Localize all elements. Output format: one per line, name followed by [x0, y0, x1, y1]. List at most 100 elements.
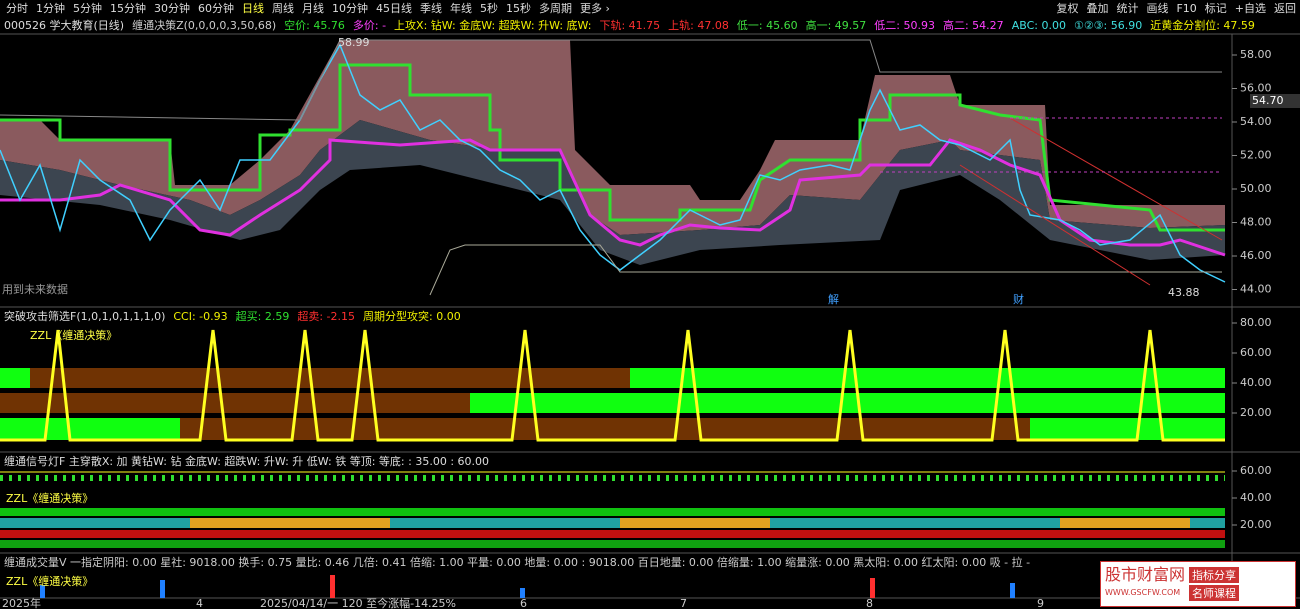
pane-sub: ZZL《缠通决策》	[6, 492, 94, 505]
marker: 解	[828, 292, 839, 306]
pane4-sub: ZZL《缠通决策》	[6, 573, 93, 589]
tool-bar: 复权 叠加 统计 画线 F10 标记 +自选 返回	[1056, 0, 1296, 16]
info-line: 000526 学大教育(日线) 缠通决策Z(0,0,0,0,3,50,68) 空…	[4, 17, 1255, 33]
trend-line	[959, 164, 1151, 286]
period-button[interactable]: 年线	[450, 2, 472, 15]
y-tick-label: 56.00	[1240, 82, 1272, 95]
pane2-header: 突破攻击筛选F(1,0,1,0,1,1,1,0) CCI: -0.93 超买: 2.…	[4, 309, 461, 324]
field: CCI: -0.93	[173, 309, 228, 323]
date-label: 2025/04/14/一 120 至今涨幅-14.25%	[260, 596, 456, 609]
pane-sub: ZZL《缠通决策》	[6, 575, 94, 588]
y-tick-label: 40.00	[1240, 376, 1272, 389]
tool-button[interactable]: 返回	[1274, 2, 1296, 15]
period-button[interactable]: 15分钟	[110, 2, 146, 15]
y-tick-label: 44.00	[1240, 283, 1272, 296]
y-tick-label: 40.00	[1240, 491, 1272, 504]
date-label: 4	[196, 597, 203, 609]
y-tick-label: 46.00	[1240, 249, 1272, 262]
note: 用到未来数据	[2, 282, 68, 296]
pane4-header: 缠通成交量V 一指定阴阳: 0.00 星社: 9018.00 换手: 0.75 …	[4, 555, 1030, 569]
field: ABC: 0.00	[1011, 18, 1066, 32]
guide-line	[0, 39, 1222, 121]
period-bar: 分时 1分钟 5分钟 15分钟 30分钟 60分钟 日线 周线 月线 10分钟 45日线 季线 年线 5秒…	[6, 0, 610, 16]
pane-title: 缠通信号灯F 主穿散X: 加 黄钻W: 钻 金底W: 超跌W: 升W: 升 低W…	[4, 455, 490, 468]
wm-brand: 股市财富网 WWW.GSCFW.COM	[1105, 566, 1185, 602]
last-price: 54.70	[1252, 94, 1284, 107]
period-button[interactable]: 月线	[302, 2, 324, 15]
field: 空价: 45.76	[284, 19, 345, 32]
y-tick-label: 20.00	[1240, 406, 1272, 419]
field: 近黄金分割位: 47.59	[1150, 19, 1255, 32]
field: 低一: 45.60	[736, 19, 798, 32]
stock-name: 000526 学大教育(日线)	[4, 19, 125, 32]
period-button[interactable]: 季线	[420, 2, 442, 15]
upper-band	[0, 40, 1225, 235]
date-label: 8	[866, 597, 873, 609]
period-button[interactable]: 多周期	[539, 2, 572, 15]
field: 低二: 50.93	[874, 19, 935, 32]
signal-rows	[0, 471, 1225, 548]
axes: 58.00 56.00 54.00 52.00 50.00 48.00 46.00 44.00…	[2, 48, 1272, 609]
guide-line-2	[429, 244, 1222, 296]
pane-sub: ZZL《缠通决策》	[30, 329, 118, 342]
field: 上攻X: 钻W: 金底W: 超跌W: 升W: 底W:	[394, 19, 592, 32]
field: 下轨: 41.75	[599, 19, 661, 32]
support-line	[0, 138, 1226, 257]
volume-bars	[40, 575, 1015, 598]
y-tick-label: 20.00	[1240, 518, 1272, 531]
period-button[interactable]: 15秒	[506, 2, 531, 15]
date-label: 2025年	[2, 596, 41, 609]
tool-button[interactable]: 复权	[1056, 2, 1079, 15]
date-label: 9	[1037, 597, 1044, 609]
marker: 财	[1013, 292, 1024, 306]
wm-name: 股市财富网	[1105, 565, 1186, 584]
date-label: 6	[520, 597, 527, 609]
field: 超卖: -2.15	[297, 310, 356, 323]
y-tick-label: 48.00	[1240, 216, 1272, 229]
cci-spikes	[0, 329, 1225, 442]
tool-button[interactable]: F10	[1176, 1, 1197, 15]
field: 周期分型攻突: 0.00	[363, 310, 461, 323]
period-button[interactable]: 30分钟	[154, 2, 190, 15]
period-button[interactable]: 更多 ›	[580, 2, 610, 15]
field: 超买: 2.59	[235, 310, 290, 323]
wm-tags: 指标分享 名师课程	[1189, 567, 1240, 601]
period-button[interactable]: 5秒	[480, 2, 498, 15]
period-button[interactable]: 周线	[272, 2, 294, 15]
field: 高一: 49.57	[805, 19, 867, 32]
tool-button[interactable]: 标记	[1204, 2, 1227, 15]
wm-tag: 名师课程	[1189, 585, 1240, 601]
tool-button[interactable]: 叠加	[1086, 2, 1109, 15]
y-tick-label: 80.00	[1240, 316, 1272, 329]
y-tick-label: 60.00	[1240, 464, 1272, 477]
period-button[interactable]: 60分钟	[198, 2, 234, 15]
tool-button[interactable]: 画线	[1146, 2, 1169, 15]
field: 上轨: 47.08	[668, 19, 729, 32]
period-button[interactable]: 分时	[6, 2, 28, 15]
frames	[0, 33, 1300, 599]
pane-title: 缠通成交量V 一指定阴阳: 0.00 星社: 9018.00 换手: 0.75 …	[4, 556, 1031, 569]
field: 多价: -	[352, 19, 387, 32]
watermark: 股市财富网 WWW.GSCFW.COM 指标分享 名师课程	[1100, 561, 1296, 607]
signal-bands	[0, 368, 1225, 440]
last-price-box	[1250, 94, 1300, 108]
period-button[interactable]: 日线	[242, 2, 264, 15]
y-tick-label: 58.00	[1240, 48, 1272, 61]
period-button[interactable]: 1分钟	[36, 2, 65, 15]
pane3-sub: ZZL《缠通决策》	[6, 490, 93, 506]
tool-button[interactable]: +自选	[1234, 2, 1266, 15]
field: ①②③: 56.90	[1073, 18, 1143, 32]
y-tick-label: 54.00	[1240, 115, 1272, 128]
period-button[interactable]: 5分钟	[73, 2, 102, 15]
y-tick-label: 60.00	[1240, 346, 1272, 359]
resistance-line	[0, 63, 1225, 232]
tool-button[interactable]: 统计	[1116, 2, 1139, 15]
period-button[interactable]: 45日线	[376, 2, 412, 15]
date-label: 7	[680, 597, 687, 609]
period-button[interactable]: 10分钟	[332, 2, 368, 15]
high-label: 58.99	[338, 36, 370, 49]
wm-url: WWW.GSCFW.COM	[1105, 588, 1181, 597]
price-line	[0, 43, 1226, 283]
